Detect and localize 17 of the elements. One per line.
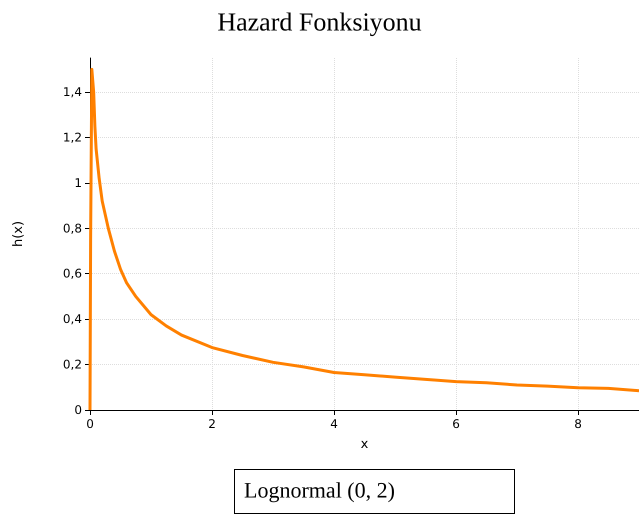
x-tick-label: 4 bbox=[330, 417, 338, 431]
y-tick-label: 1,4 bbox=[62, 85, 82, 100]
y-tick-label: 1,2 bbox=[62, 130, 82, 144]
y-tick-label: 0,2 bbox=[62, 358, 82, 372]
y-tick-label: 0,8 bbox=[62, 221, 82, 236]
x-tick-label: 8 bbox=[574, 417, 582, 431]
y-axis-title: h(x) bbox=[11, 220, 26, 248]
y-tick-label: 0,6 bbox=[62, 266, 82, 281]
x-tick-label: 6 bbox=[452, 417, 460, 431]
x-axis-title: x bbox=[360, 437, 369, 452]
chart-title: Hazard Fonksiyonu bbox=[217, 8, 422, 36]
text: Lognormal (0, 2) bbox=[244, 478, 395, 502]
y-tick-label: 1 bbox=[74, 176, 82, 190]
x-tick-label: 0 bbox=[86, 417, 94, 431]
y-tick-label: 0 bbox=[74, 403, 82, 417]
y-tick-label: 0,4 bbox=[62, 312, 82, 326]
x-tick-label: 2 bbox=[208, 417, 216, 431]
